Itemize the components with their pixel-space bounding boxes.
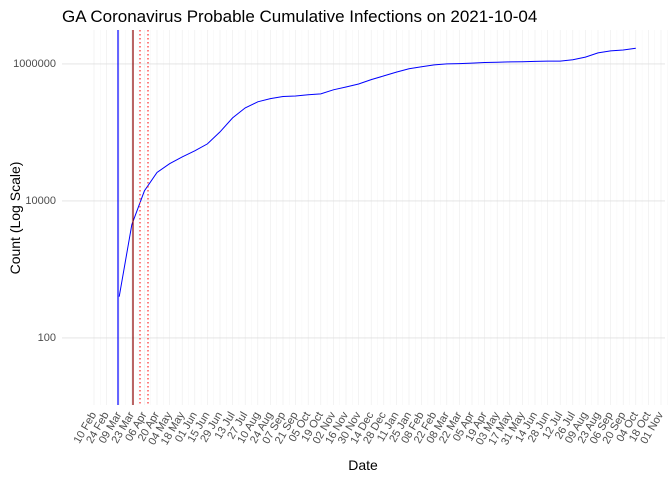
- y-tick-label: 100: [38, 332, 56, 344]
- data-line: [118, 47, 636, 297]
- y-axis-title: Count (Log Scale): [7, 162, 23, 275]
- grid: [62, 30, 668, 405]
- chart-title: GA Coronavirus Probable Cumulative Infec…: [62, 7, 537, 26]
- y-tick-label: 10000: [25, 195, 56, 207]
- x-axis-title: Date: [348, 457, 378, 473]
- y-tick-label: 1000000: [13, 58, 56, 70]
- plot-area: [118, 47, 636, 297]
